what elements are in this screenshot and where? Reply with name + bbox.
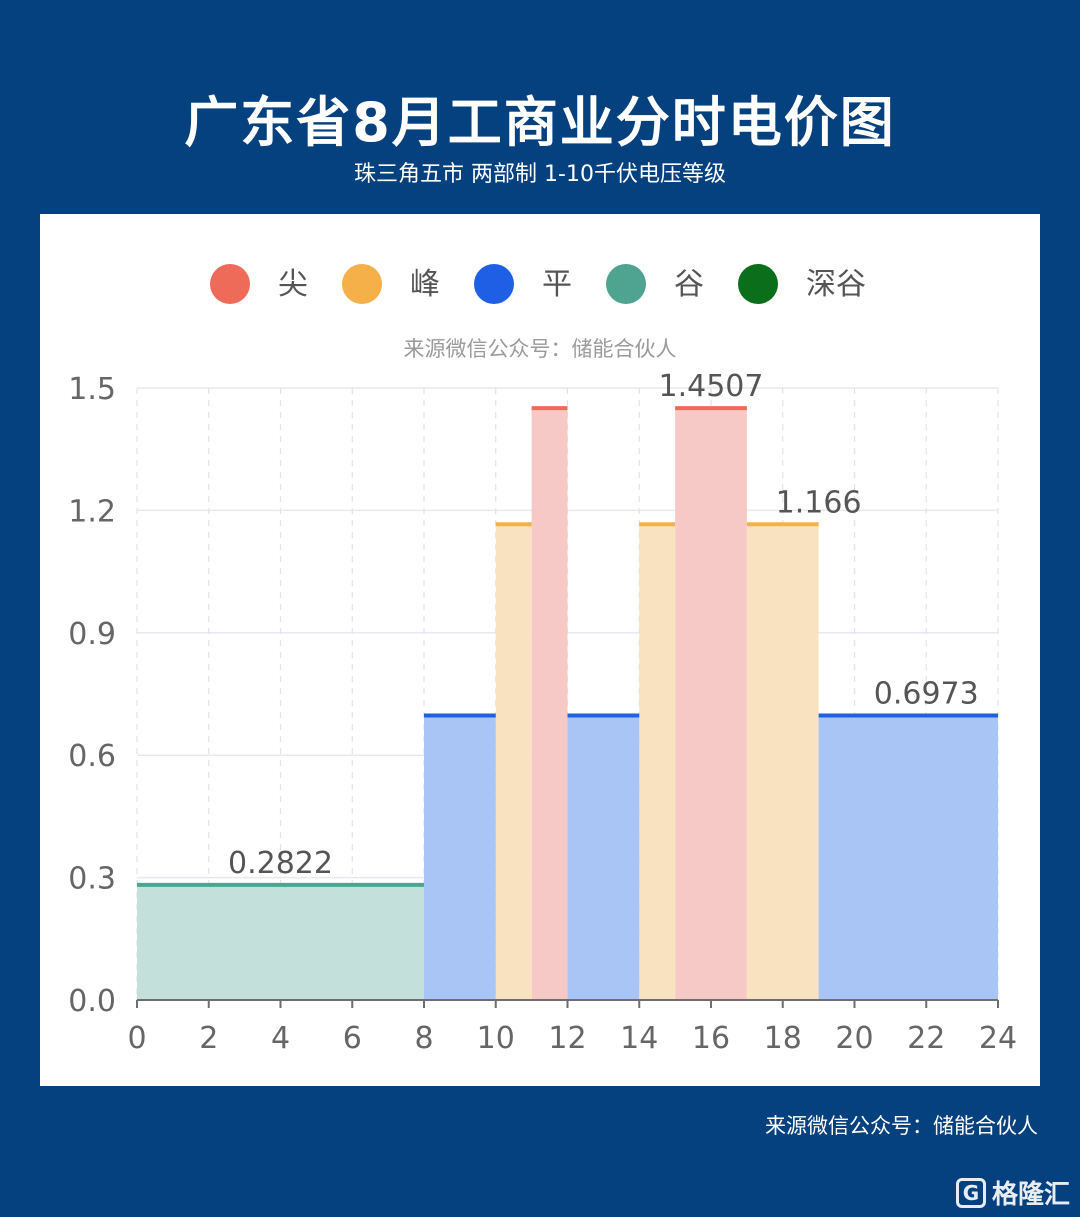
legend-label-0: 尖 bbox=[278, 267, 308, 302]
x-tick-label-10: 20 bbox=[835, 1021, 873, 1056]
x-tick-label-5: 10 bbox=[477, 1021, 515, 1056]
data-label-1: 1.4507 bbox=[659, 369, 764, 404]
watermark-logo: G 格隆汇 bbox=[955, 1174, 1070, 1211]
series-2-area-2 bbox=[818, 715, 998, 1000]
x-tick-label-2: 4 bbox=[271, 1021, 290, 1056]
series-1-area-1 bbox=[639, 524, 676, 1000]
legend-label-2: 平 bbox=[542, 267, 572, 302]
data-label-2: 1.166 bbox=[776, 485, 862, 520]
chart-data-labels: 0.2822 1.4507 1.166 0.6973 bbox=[228, 369, 979, 881]
watermark-text: 格隆汇 bbox=[991, 1180, 1070, 1210]
data-label-3: 0.6973 bbox=[874, 677, 979, 712]
page-title: 广东省8月工商业分时电价图 bbox=[184, 91, 896, 154]
series-2-area-0 bbox=[424, 715, 496, 1000]
x-tick-label-7: 14 bbox=[620, 1021, 658, 1056]
series-2-area-1 bbox=[567, 715, 640, 1000]
legend-marker-4 bbox=[738, 264, 778, 304]
series-3-area-0 bbox=[137, 884, 424, 1000]
x-tick-label-8: 16 bbox=[692, 1021, 730, 1056]
series-1-area-2 bbox=[746, 524, 819, 1000]
price-chart: 尖峰平谷深谷 来源微信公众号：储能合伙人 0 2 4 6 8 10 12 14 16 18 20 22… bbox=[68, 264, 1017, 1056]
watermark-g-icon: G bbox=[955, 1177, 986, 1208]
chart-source-label: 来源微信公众号：储能合伙人 bbox=[404, 337, 677, 361]
y-tick-label-2: 0.6 bbox=[68, 739, 116, 774]
x-tick-label-1: 2 bbox=[199, 1021, 218, 1056]
page-subtitle: 珠三角五市 两部制 1-10千伏电压等级 bbox=[354, 162, 726, 187]
chart-axes: 0 2 4 6 8 10 12 14 16 18 20 22 240.00.30.60.91.21.5 bbox=[68, 372, 1017, 1056]
x-tick-label-4: 8 bbox=[414, 1021, 433, 1056]
y-tick-label-3: 0.9 bbox=[68, 617, 116, 652]
legend-marker-3 bbox=[606, 264, 646, 304]
x-tick-label-0: 0 bbox=[127, 1021, 146, 1056]
data-label-0: 0.2822 bbox=[228, 846, 333, 881]
legend-marker-0 bbox=[210, 264, 250, 304]
legend-marker-1 bbox=[342, 264, 382, 304]
x-tick-label-9: 18 bbox=[764, 1021, 802, 1056]
y-tick-label-4: 1.2 bbox=[68, 494, 116, 529]
chart-legend: 尖 峰 平 谷 深谷 bbox=[210, 264, 866, 304]
x-tick-label-12: 24 bbox=[979, 1021, 1017, 1056]
y-tick-label-0: 0.0 bbox=[68, 984, 116, 1019]
y-tick-label-5: 1.5 bbox=[68, 372, 116, 407]
series-1-area-0 bbox=[495, 524, 532, 1000]
x-tick-label-11: 22 bbox=[907, 1021, 945, 1056]
footer-source: 来源微信公众号：储能合伙人 bbox=[765, 1114, 1038, 1138]
legend-marker-2 bbox=[474, 264, 514, 304]
legend-label-3: 谷 bbox=[674, 267, 704, 302]
series-0-area-1 bbox=[675, 408, 747, 1000]
series-0-area-0 bbox=[531, 408, 568, 1000]
x-tick-label-6: 12 bbox=[548, 1021, 586, 1056]
chart-series-areas bbox=[137, 406, 998, 1000]
y-tick-label-1: 0.3 bbox=[68, 862, 116, 897]
legend-label-4: 深谷 bbox=[806, 267, 866, 302]
x-tick-label-3: 6 bbox=[343, 1021, 362, 1056]
chart-panel: 尖峰平谷深谷 来源微信公众号：储能合伙人 0 2 4 6 8 10 12 14 16 18 20 22… bbox=[40, 214, 1040, 1086]
legend-label-1: 峰 bbox=[410, 267, 440, 302]
